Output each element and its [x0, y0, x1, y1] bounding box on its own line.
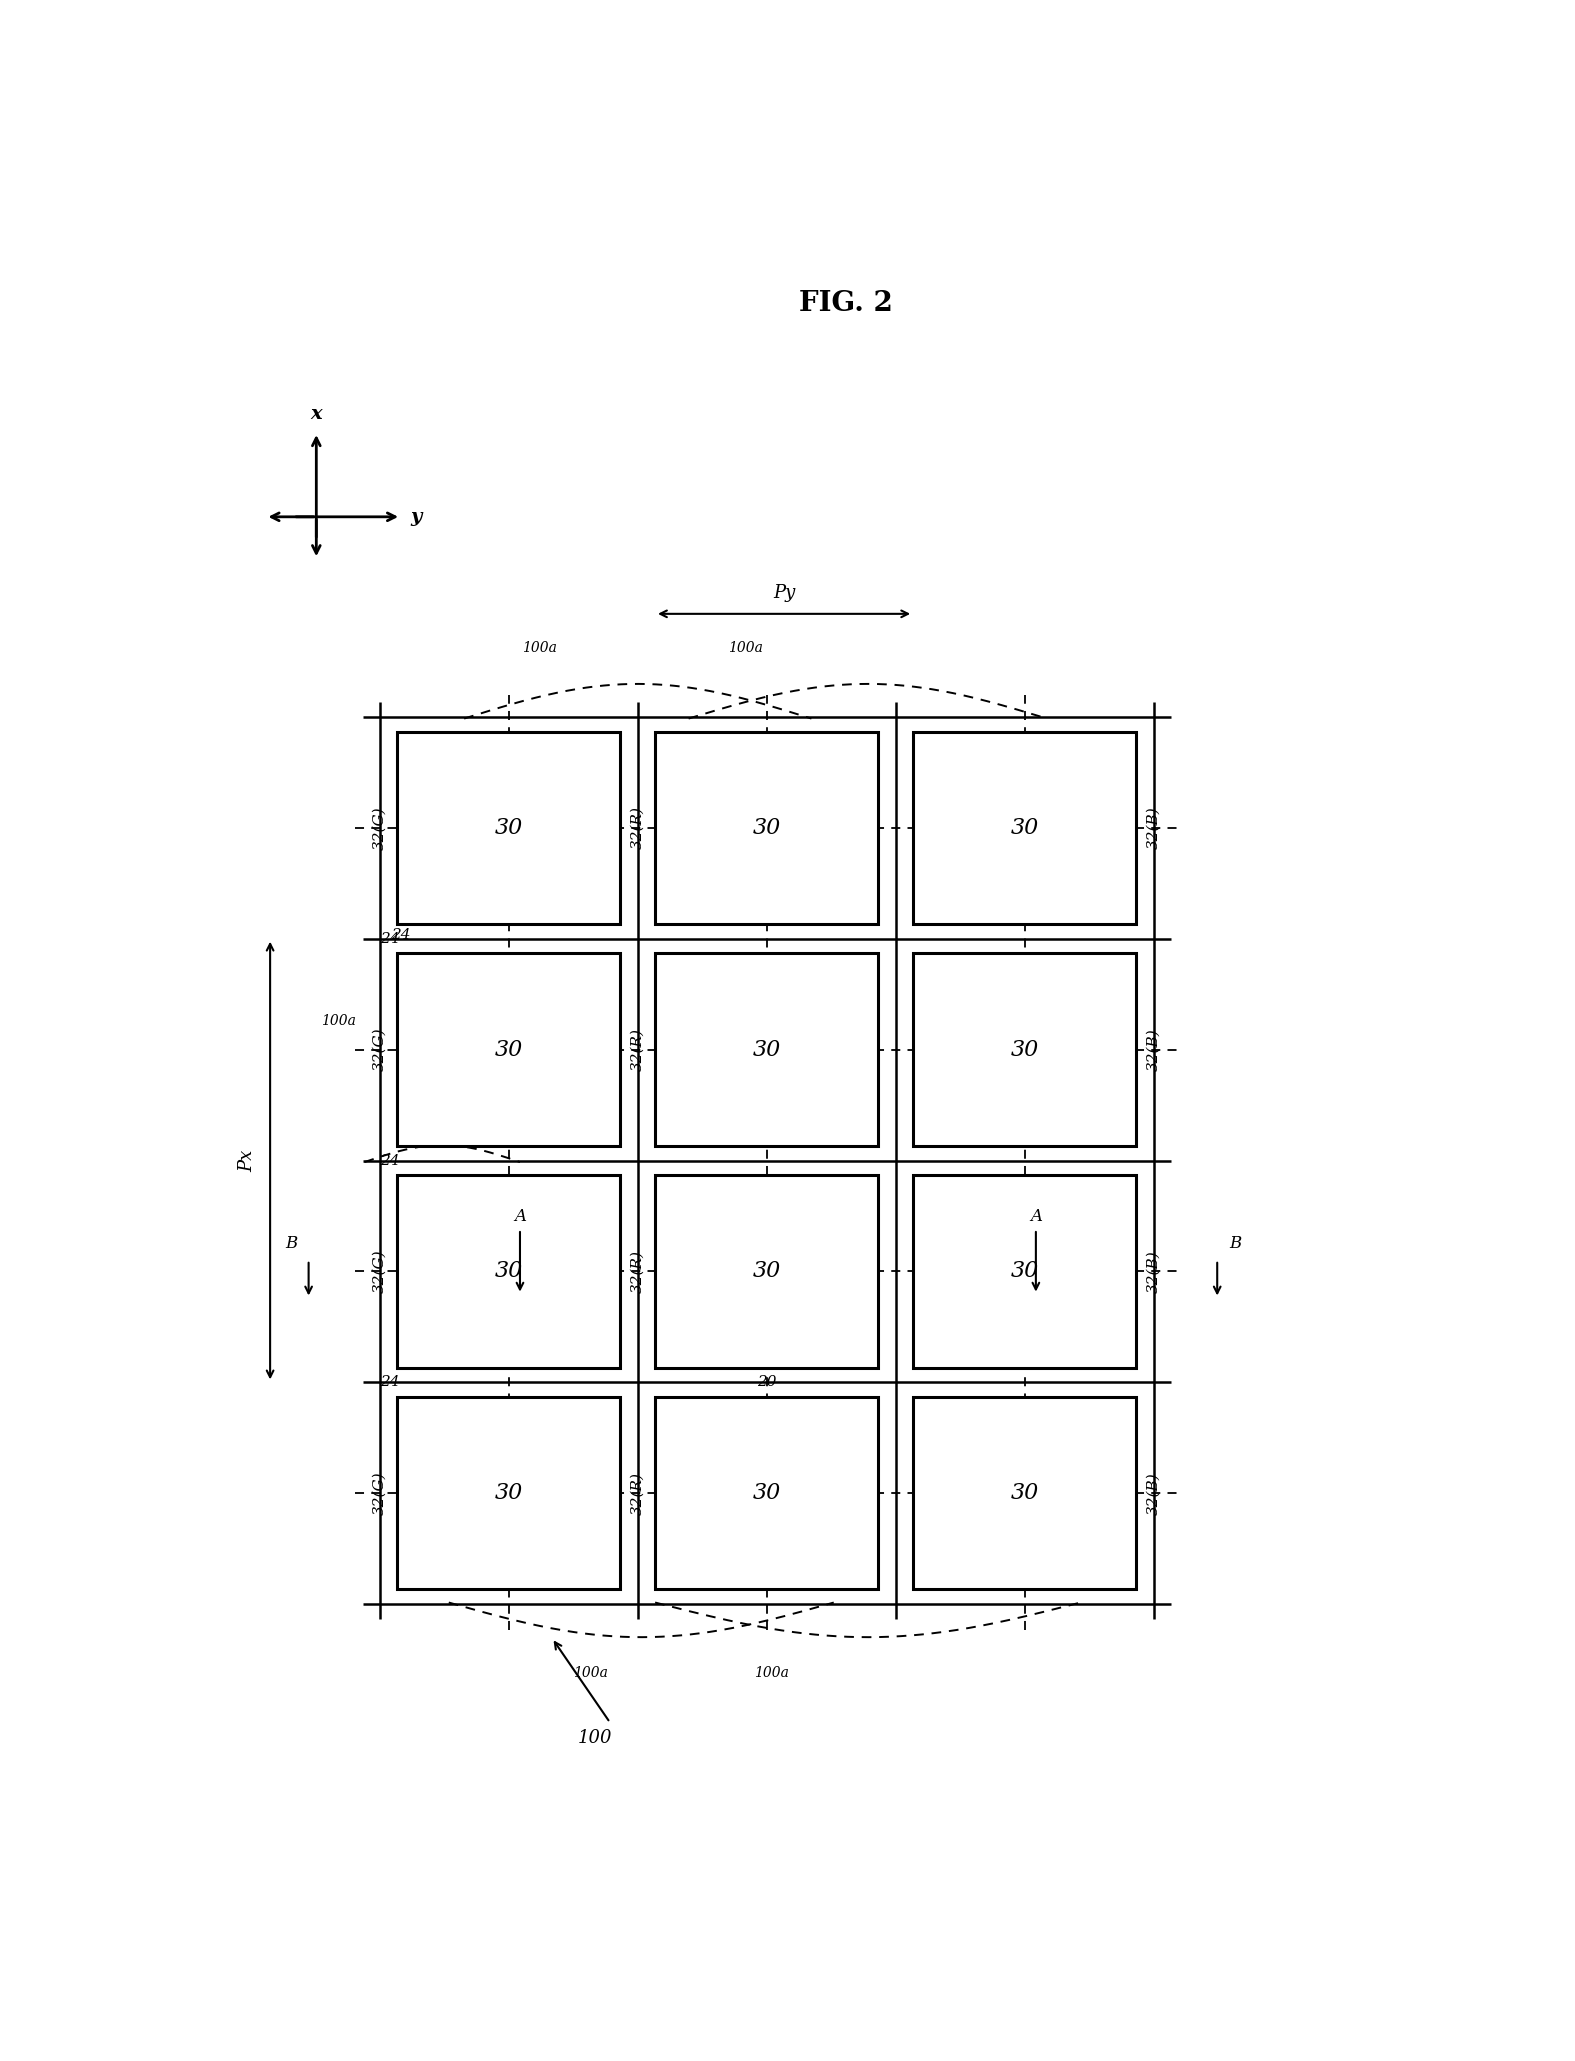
Bar [913, 1397, 1137, 1589]
Text: 30: 30 [495, 816, 523, 839]
Text: B: B [1228, 1235, 1241, 1253]
Bar [397, 1397, 621, 1589]
Text: 100a: 100a [321, 1014, 356, 1028]
Text: 30: 30 [753, 1039, 781, 1061]
Text: 30: 30 [753, 1482, 781, 1505]
Text: 30: 30 [495, 1482, 523, 1505]
Text: 24: 24 [381, 1375, 400, 1389]
Text: 24: 24 [381, 932, 400, 946]
Text: 32(G): 32(G) [373, 1028, 387, 1072]
Text: 32(R): 32(R) [630, 806, 644, 849]
Text: B: B [285, 1235, 298, 1253]
Bar [913, 1175, 1137, 1369]
Text: A: A [513, 1208, 526, 1224]
Text: 32(R): 32(R) [630, 1249, 644, 1292]
Text: Py: Py [773, 583, 795, 602]
Text: 100a: 100a [573, 1667, 608, 1680]
Bar [655, 1397, 879, 1589]
Text: 24: 24 [381, 1154, 400, 1167]
Text: 30: 30 [753, 816, 781, 839]
Text: 32(G): 32(G) [373, 806, 387, 849]
Text: 32(B): 32(B) [1147, 1472, 1161, 1515]
Bar [397, 954, 621, 1146]
Text: 32(R): 32(R) [630, 1472, 644, 1515]
Bar [655, 1175, 879, 1369]
Text: 30: 30 [1011, 1039, 1040, 1061]
Text: 30: 30 [1011, 816, 1040, 839]
Bar [655, 732, 879, 923]
Text: 100: 100 [578, 1729, 613, 1748]
Text: 30: 30 [1011, 1482, 1040, 1505]
Bar [913, 732, 1137, 923]
Bar [397, 1175, 621, 1369]
Text: x: x [310, 404, 323, 423]
Text: 32(B): 32(B) [1147, 806, 1161, 849]
Text: 24: 24 [391, 927, 411, 942]
Text: 32(G): 32(G) [373, 1472, 387, 1515]
Bar [655, 954, 879, 1146]
Text: Px: Px [238, 1150, 257, 1171]
Text: 30: 30 [495, 1261, 523, 1282]
Text: 32(R): 32(R) [630, 1028, 644, 1072]
Bar [913, 954, 1137, 1146]
Text: A: A [1030, 1208, 1043, 1224]
Text: 30: 30 [753, 1261, 781, 1282]
Text: 100a: 100a [521, 641, 556, 655]
Text: y: y [410, 507, 422, 526]
Text: 100a: 100a [728, 641, 762, 655]
Text: 32(G): 32(G) [373, 1249, 387, 1292]
Text: 20: 20 [758, 1375, 776, 1389]
Text: 32(B): 32(B) [1147, 1028, 1161, 1072]
Text: 32(B): 32(B) [1147, 1251, 1161, 1292]
Text: 100a: 100a [754, 1667, 789, 1680]
Text: 30: 30 [1011, 1261, 1040, 1282]
Text: FIG. 2: FIG. 2 [799, 291, 893, 317]
Text: 30: 30 [495, 1039, 523, 1061]
Bar [397, 732, 621, 923]
